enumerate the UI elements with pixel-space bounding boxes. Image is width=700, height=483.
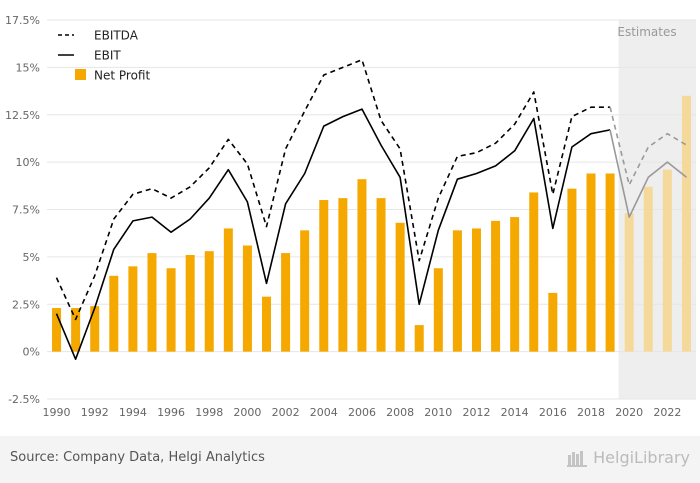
legend-item-ebit[interactable]: EBIT (58, 49, 121, 63)
bar-net-profit (662, 169, 672, 352)
helgi-library-logo[interactable]: HelgiLibrary (567, 448, 690, 467)
legend: EBITDA EBIT Net Profit (58, 29, 150, 83)
x-tick-label: 1994 (119, 406, 147, 419)
x-tick-label: 1998 (195, 406, 223, 419)
bar-net-profit (281, 253, 291, 352)
x-tick-label: 2020 (615, 406, 643, 419)
bar-net-profit (471, 228, 481, 352)
bar-net-profit (52, 308, 62, 352)
bar-net-profit (319, 200, 329, 352)
bar-net-profit (624, 213, 634, 352)
line-ebit (55, 108, 611, 361)
y-tick-label: -2.5% (8, 393, 40, 406)
bar-net-profit (223, 228, 233, 352)
legend-label-ebitda: EBITDA (94, 29, 139, 43)
bar-net-profit (643, 186, 653, 352)
line-ebit-estimate (609, 129, 687, 218)
y-tick-label: 2.5% (12, 298, 40, 311)
bar-net-profit (204, 251, 214, 352)
bar-net-profit (681, 95, 691, 352)
x-tick-label: 1990 (43, 406, 71, 419)
bar-net-profit (185, 254, 195, 352)
x-tick-label: 2004 (310, 406, 338, 419)
logo-text: HelgiLibrary (593, 448, 690, 467)
bar-net-profit (433, 268, 443, 352)
bar-net-profit (357, 179, 367, 352)
bar-net-profit (338, 198, 348, 352)
x-tick-label: 2018 (577, 406, 605, 419)
y-tick-label: 5% (23, 251, 40, 264)
source-text: Source: Company Data, Helgi Analytics (10, 450, 265, 465)
x-tick-label: 2012 (462, 406, 490, 419)
y-tick-label: 12.5% (5, 109, 40, 122)
bar-net-profit (510, 217, 520, 352)
x-tick-label: 2000 (233, 406, 261, 419)
bar-net-profit (109, 275, 119, 352)
bar-net-profit (395, 222, 405, 352)
x-tick-label: 2006 (348, 406, 376, 419)
bar-net-profit (71, 308, 81, 352)
bar-net-profit (586, 173, 596, 352)
x-tick-label: 2010 (424, 406, 452, 419)
bar-net-profit (605, 173, 615, 352)
legend-label-ebit: EBIT (94, 49, 121, 63)
estimates-label: Estimates (617, 25, 676, 39)
bar-net-profit (90, 306, 100, 352)
bar-net-profit (262, 296, 272, 352)
x-tick-label: 2014 (501, 406, 529, 419)
bar-net-profit (376, 198, 386, 352)
bar-net-profit (452, 230, 462, 352)
x-tick-label: 2022 (653, 406, 681, 419)
legend-item-ebitda[interactable]: EBITDA (58, 29, 139, 43)
bar-net-profit (414, 325, 424, 352)
y-tick-label: 17.5% (5, 14, 40, 27)
bar-net-profit (548, 292, 558, 352)
x-tick-label: 1992 (81, 406, 109, 419)
library-icon (567, 450, 588, 467)
y-tick-label: 10% (16, 156, 40, 169)
bar-net-profit (147, 253, 157, 352)
chart: -2.5% 0% 2.5% 5% 7.5% 10% 12.5% 15% 17.5% 1990 19… (5, 14, 696, 419)
legend-label-net-profit: Net Profit (94, 69, 150, 83)
x-tick-label: 1996 (157, 406, 185, 419)
bar-net-profit (166, 268, 176, 352)
x-tick-label: 2002 (272, 406, 300, 419)
line-ebitda-estimate (609, 107, 687, 186)
y-tick-label: 0% (23, 346, 40, 359)
footer: Source: Company Data, Helgi Analytics He… (0, 436, 700, 483)
bar-net-profit (567, 188, 577, 352)
bar-net-profit (300, 230, 310, 352)
legend-item-net-profit[interactable]: Net Profit (75, 69, 150, 83)
x-tick-label: 2008 (386, 406, 414, 419)
bar-net-profit (242, 245, 252, 352)
y-tick-label: 15% (16, 61, 40, 74)
bar-net-profit (128, 266, 138, 352)
y-tick-label: 7.5% (12, 204, 40, 217)
bar-net-profit (491, 220, 501, 352)
line-ebitda (55, 58, 611, 321)
x-tick-label: 2016 (539, 406, 567, 419)
bar-net-profit (529, 192, 539, 352)
legend-swatch-net-profit (75, 69, 86, 80)
